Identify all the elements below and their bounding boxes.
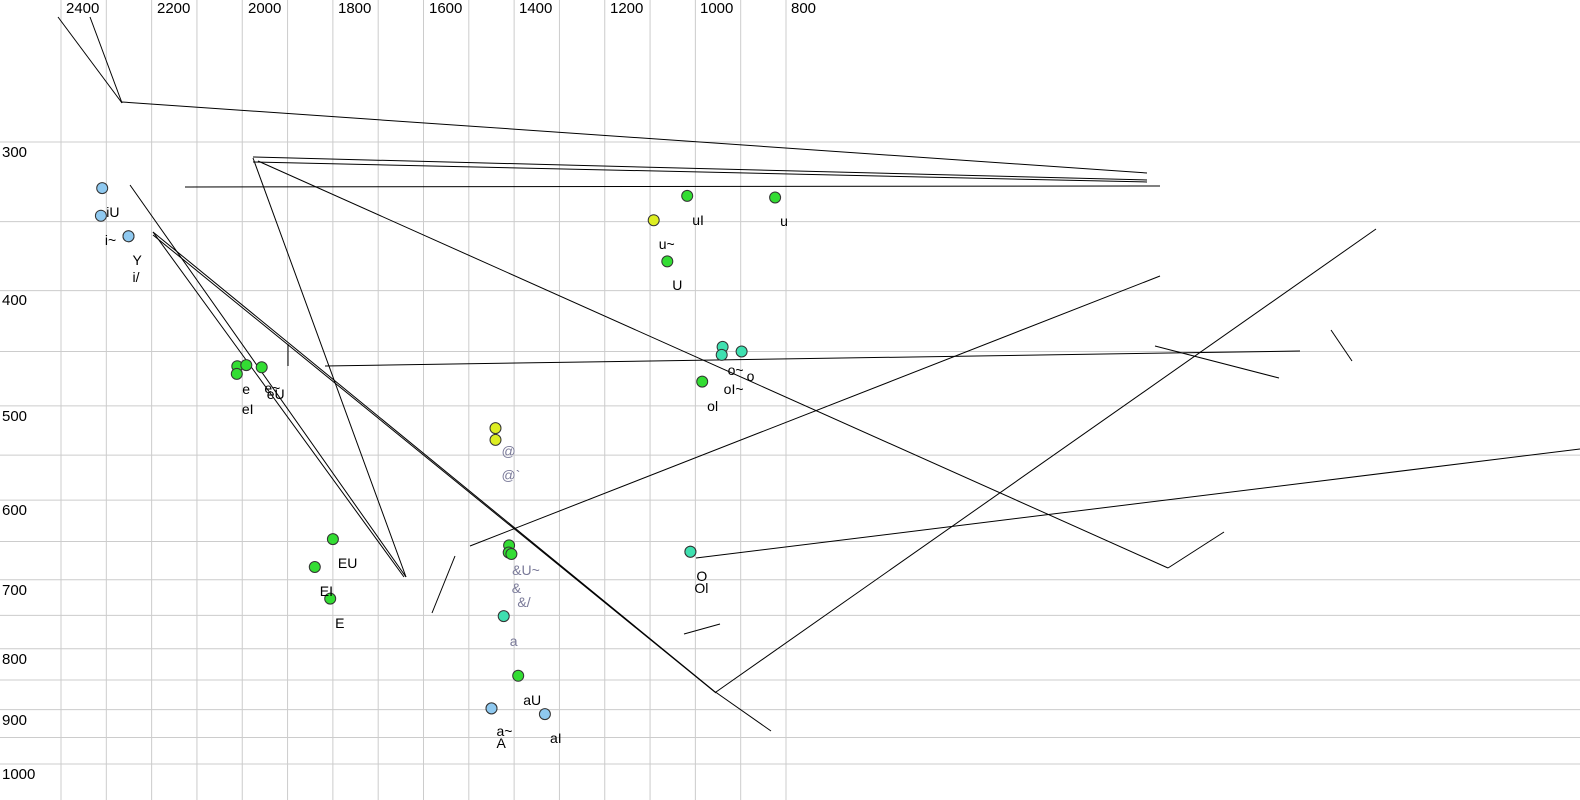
data-point-label: e~ — [264, 380, 281, 397]
data-point-label: Y — [132, 252, 142, 269]
y-axis-tick-label: 500 — [2, 408, 28, 425]
data-point-label: aU — [523, 691, 542, 708]
y-axis-tick-label: 1000 — [2, 766, 36, 783]
data-point-label: o — [746, 368, 755, 385]
x-axis-tick-label: 1800 — [338, 0, 372, 17]
data-point-label: @` — [501, 466, 521, 483]
data-point-label: U — [672, 277, 683, 294]
data-point-marker[interactable] — [505, 548, 518, 560]
x-axis-tick-label: 2000 — [248, 0, 282, 17]
data-point-marker[interactable] — [497, 610, 510, 623]
x-axis-tick-label: 1200 — [610, 0, 644, 17]
data-point-marker[interactable] — [94, 209, 107, 222]
data-point-marker[interactable] — [647, 214, 660, 227]
x-axis-tick-label: 2400 — [66, 0, 100, 17]
data-point-marker[interactable] — [230, 367, 243, 380]
trajectory-line — [152, 231, 715, 692]
x-axis-tick-label: 2200 — [157, 0, 191, 17]
data-point-marker[interactable] — [489, 433, 502, 446]
data-point-marker[interactable] — [512, 669, 525, 682]
trajectory-line — [184, 185, 1161, 188]
trajectory-line — [1330, 329, 1353, 362]
data-point-marker[interactable] — [489, 422, 502, 435]
trajectory-line — [469, 275, 1161, 547]
data-point-label: e — [242, 381, 251, 398]
data-point-label: o~ — [727, 361, 744, 378]
data-point-marker[interactable] — [769, 191, 782, 204]
x-axis-tick-label: 1600 — [429, 0, 463, 17]
y-axis-tick-label: 600 — [2, 502, 28, 519]
trajectory-line — [252, 161, 1148, 183]
data-point-label: i~ — [104, 231, 117, 248]
data-point-marker[interactable] — [696, 375, 709, 388]
data-point-marker[interactable] — [96, 182, 109, 195]
data-point-marker[interactable] — [735, 345, 748, 358]
trajectory-line — [683, 623, 721, 635]
trajectory-line — [1154, 345, 1280, 379]
data-point-marker[interactable] — [326, 533, 339, 546]
data-point-label: EU — [337, 555, 358, 572]
trajectory-line — [89, 16, 123, 104]
y-axis-tick-label: 400 — [2, 292, 28, 309]
trajectory-line — [324, 350, 1301, 367]
data-point-label: u~ — [658, 236, 675, 253]
data-point-label: u — [780, 213, 788, 230]
data-point-label: &U~ — [512, 562, 540, 579]
data-point-label: aI — [549, 730, 562, 747]
data-point-label: EI — [319, 583, 333, 600]
trajectory-line — [1167, 531, 1225, 569]
data-point-label: @ — [501, 443, 516, 460]
data-point-label: a~ — [496, 723, 513, 740]
data-points — [94, 182, 782, 721]
data-point-marker[interactable] — [122, 230, 135, 243]
trajectory-line — [152, 231, 405, 578]
data-point-label: ol — [707, 397, 719, 414]
data-point-label: Ol — [694, 579, 709, 596]
data-point-label: uI — [692, 211, 704, 228]
x-axis-tick-label: 800 — [791, 0, 817, 17]
trajectory-line — [252, 156, 1148, 181]
x-axis-tick-label: 1000 — [700, 0, 734, 17]
trajectory-line — [152, 234, 717, 694]
trajectory-line — [715, 228, 1377, 693]
data-point-label: a — [509, 633, 518, 650]
data-point-marker[interactable] — [240, 359, 253, 372]
trajectory-line — [695, 448, 1580, 559]
data-point-marker[interactable] — [681, 189, 694, 202]
data-point-marker[interactable] — [255, 361, 268, 374]
data-point-label: eU — [266, 386, 285, 403]
y-axis-tick-label: 700 — [2, 582, 28, 599]
data-point-label: O — [696, 567, 708, 584]
y-axis-tick-label: 800 — [2, 651, 28, 668]
y-axis-tick-label: 900 — [2, 712, 28, 729]
data-point-label: i/ — [132, 269, 140, 286]
trajectory-lines — [57, 16, 1580, 732]
data-point-label: &/ — [517, 594, 531, 610]
data-point-marker[interactable] — [715, 348, 728, 361]
data-point-marker[interactable] — [684, 545, 697, 558]
trajectory-line — [252, 157, 407, 578]
data-point-marker[interactable] — [485, 702, 498, 715]
data-point-label: iU — [106, 204, 120, 221]
data-point-label: & — [511, 580, 522, 597]
data-point-label: eI — [241, 400, 254, 417]
data-point-marker[interactable] — [661, 255, 674, 268]
trajectory-line — [121, 101, 1148, 174]
trajectory-line — [713, 690, 772, 732]
x-axis-tick-label: 1400 — [519, 0, 553, 17]
trajectory-line — [57, 16, 123, 104]
trajectory-line — [431, 555, 456, 614]
data-point-marker[interactable] — [324, 592, 337, 605]
data-point-label: oI~ — [723, 380, 744, 397]
data-point-label: A — [496, 735, 506, 752]
data-point-marker[interactable] — [308, 561, 321, 573]
data-point-label: E — [335, 614, 345, 631]
data-point-marker[interactable] — [538, 708, 551, 721]
y-axis-tick-label: 300 — [2, 144, 28, 161]
trajectory-line — [257, 160, 1169, 569]
